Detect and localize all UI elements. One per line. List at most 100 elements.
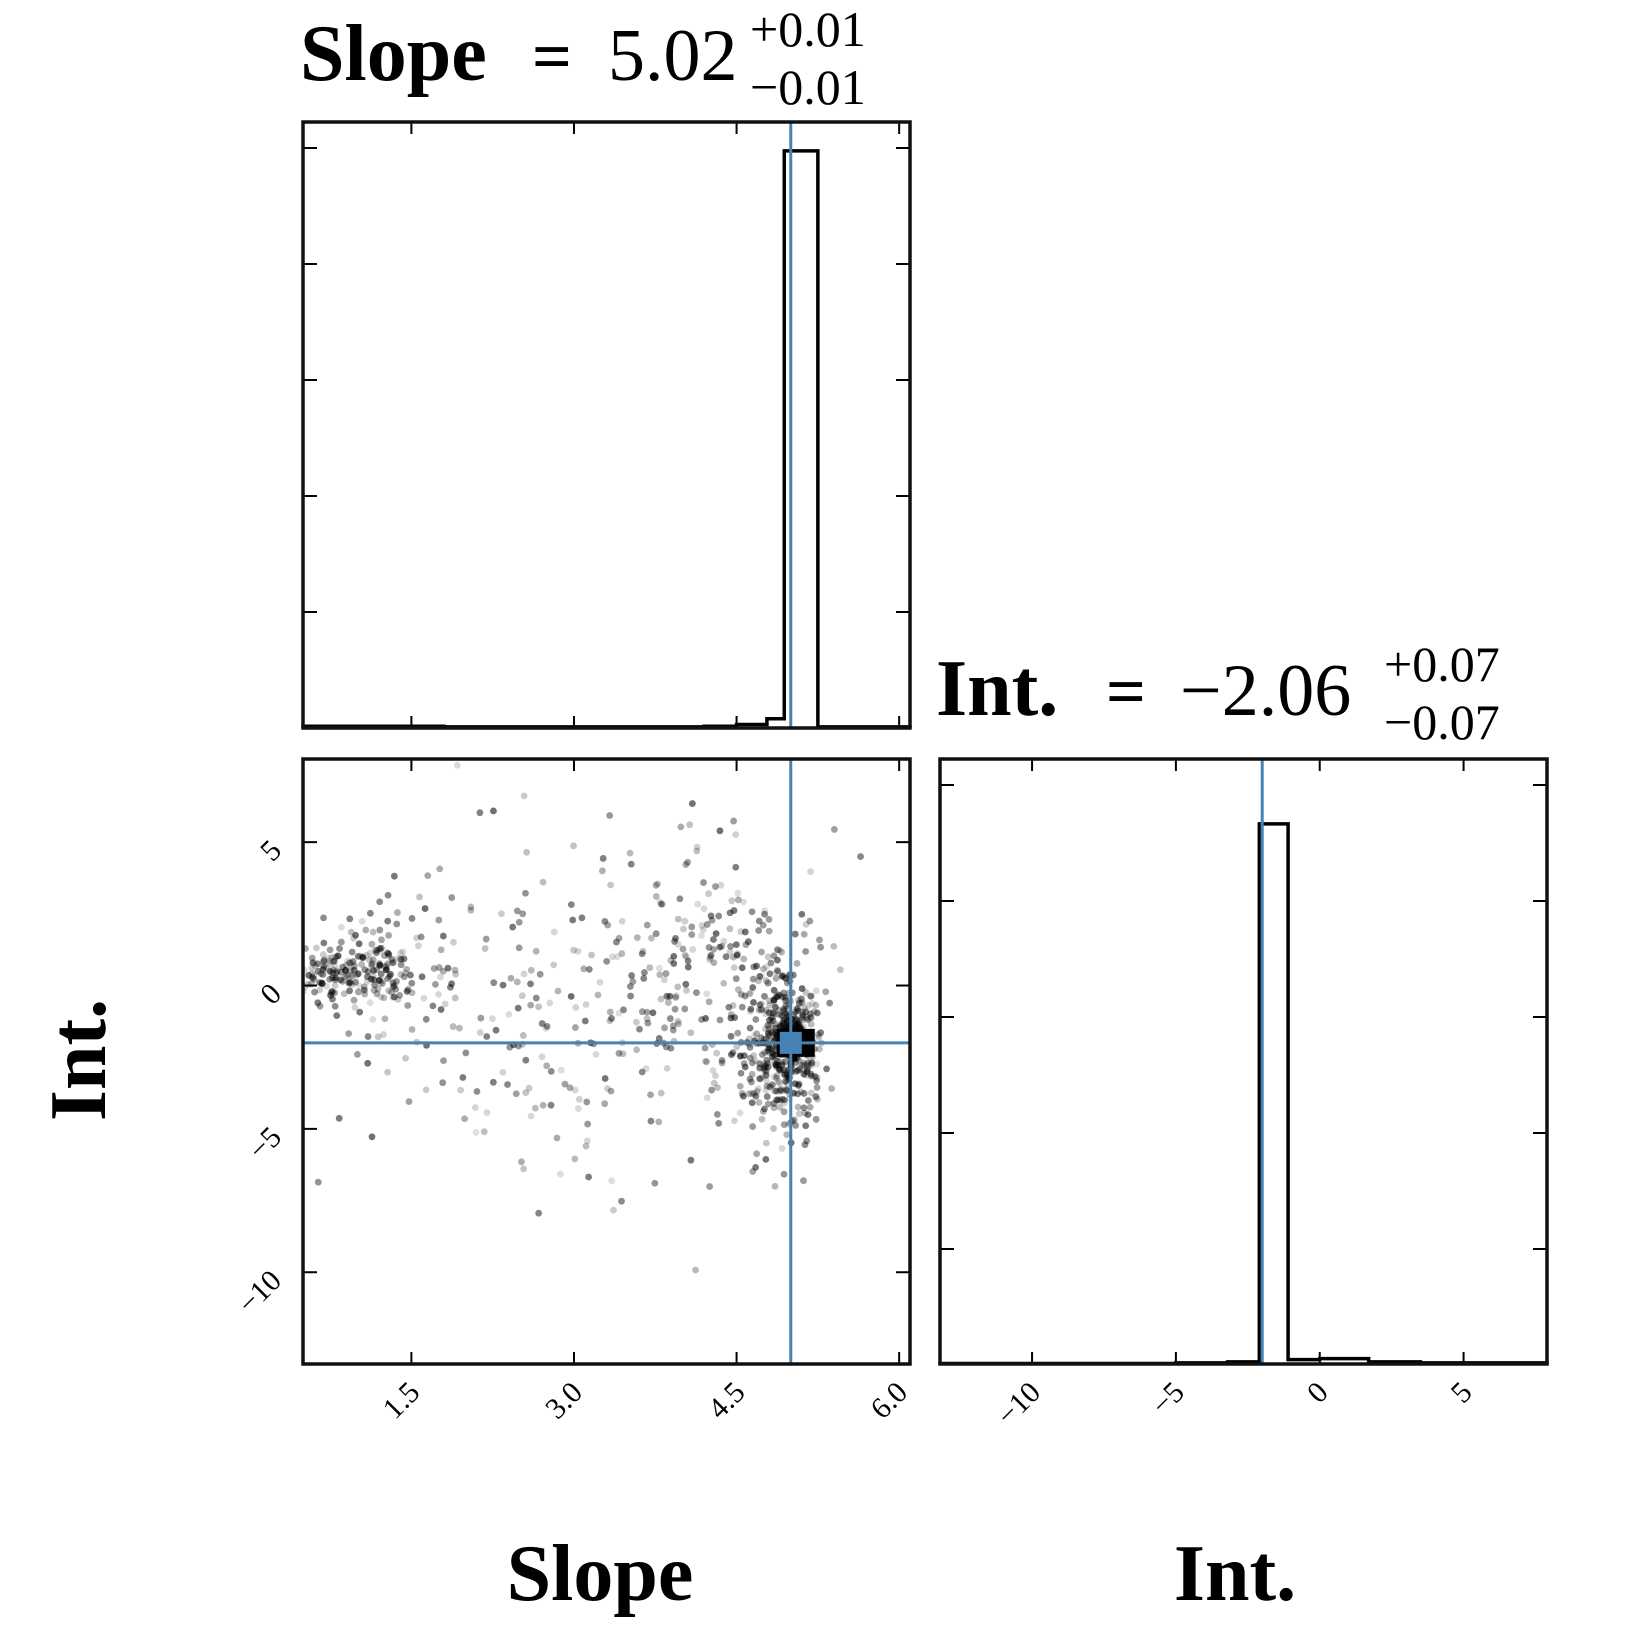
scatter-point — [347, 979, 354, 987]
scatter-point — [519, 910, 527, 918]
scatter-point — [700, 879, 707, 886]
int-title-plus: +0.07 — [1384, 636, 1500, 692]
scatter-point — [638, 1068, 646, 1076]
scatter-point — [780, 1108, 788, 1116]
scatter-point — [477, 1014, 485, 1022]
scatter-point — [710, 1079, 718, 1087]
scatter-point — [682, 953, 690, 961]
scatter-point — [764, 1021, 772, 1029]
scatter-point — [375, 962, 383, 970]
scatter-point — [792, 1021, 800, 1029]
scatter-point — [348, 963, 356, 971]
scatter-point — [715, 912, 723, 920]
scatter-point — [783, 1068, 791, 1076]
scatter-point — [807, 1010, 815, 1018]
scatter-point — [733, 1043, 741, 1051]
scatter-point — [647, 1117, 655, 1125]
scatter-point — [803, 1013, 810, 1021]
scatter-point — [772, 1061, 780, 1069]
scatter-point — [761, 992, 768, 1000]
scatter-point — [772, 1010, 780, 1018]
scatter-point — [418, 973, 426, 981]
scatter-point — [800, 930, 808, 938]
scatter-point — [490, 979, 498, 987]
scatter-point — [798, 910, 806, 918]
scatter-point — [290, 948, 297, 955]
slope-int-scatter-panel: 1.5 3.0 4.5 6.0 5 0 −5 −10 — [231, 757, 914, 1426]
scatter-point — [781, 1069, 789, 1077]
scatter-point — [435, 964, 443, 971]
scatter-point — [319, 971, 327, 978]
int-hist-xtick-label: −5 — [1145, 1376, 1191, 1422]
scatter-point — [489, 1078, 497, 1086]
scatter-point — [607, 881, 615, 889]
scatter-point — [776, 1080, 783, 1087]
scatter-point — [404, 986, 412, 993]
scatter-point — [667, 1044, 675, 1052]
scatter-point — [772, 1003, 779, 1011]
scatter-point — [397, 949, 405, 957]
scatter-point — [294, 964, 301, 971]
int-hist-xtick-label: 5 — [1445, 1376, 1479, 1410]
scatter-point — [775, 1078, 782, 1085]
scatter-point — [376, 898, 384, 906]
scatter-point — [681, 917, 689, 925]
scatter-point — [336, 945, 343, 953]
scatter-point — [806, 1103, 814, 1111]
scatter-point — [761, 907, 769, 915]
scatter-point — [606, 1008, 614, 1016]
slope-hist-frame — [301, 120, 912, 730]
scatter-point — [798, 995, 805, 1003]
scatter-point — [761, 1062, 769, 1070]
scatter-point — [476, 809, 484, 817]
scatter-point — [808, 999, 816, 1007]
scatter-point — [693, 989, 700, 997]
scatter-point — [674, 983, 682, 991]
joint-frame — [301, 757, 912, 1366]
scatter-point — [657, 900, 665, 908]
int-hist-frame — [938, 757, 1549, 1366]
x-axis-label-int: Int. — [1174, 1530, 1296, 1618]
joint-xtick-label: 4.5 — [702, 1376, 752, 1426]
scatter-point — [803, 1137, 811, 1145]
scatter-point — [692, 1266, 699, 1274]
scatter-point — [770, 1087, 778, 1095]
scatter-point — [390, 983, 397, 990]
scatter-point — [767, 1020, 775, 1028]
scatter-point — [417, 933, 425, 941]
scatter-point — [775, 1011, 783, 1019]
scatter-point — [332, 974, 339, 982]
scatter-point — [765, 1009, 773, 1017]
scatter-point — [388, 988, 395, 996]
scatter-point — [679, 945, 687, 953]
scatter-point — [782, 1078, 789, 1085]
scatter-point — [437, 1006, 445, 1013]
scatter-point — [371, 981, 378, 989]
scatter-point — [799, 1011, 807, 1019]
scatter-point — [736, 1109, 744, 1117]
scatter-point — [337, 923, 345, 931]
scatter-point — [758, 948, 765, 956]
scatter-point — [585, 1173, 593, 1181]
scatter-point — [489, 1015, 496, 1023]
scatter-point — [808, 1072, 815, 1080]
scatter-point — [628, 972, 636, 979]
scatter-point — [619, 1050, 627, 1058]
scatter-point — [812, 1001, 820, 1009]
scatter-point — [351, 962, 358, 970]
scatter-point — [366, 909, 374, 917]
scatter-point — [760, 1060, 768, 1068]
scatter-point — [271, 1054, 278, 1061]
scatter-point — [518, 1158, 525, 1166]
scatter-point — [748, 1078, 755, 1086]
scatter-point — [672, 934, 679, 942]
scatter-point — [651, 1179, 659, 1187]
scatter-point — [358, 917, 366, 925]
scatter-point — [730, 953, 737, 961]
scatter-point — [377, 945, 384, 952]
scatter-point — [532, 947, 540, 955]
scatter-point — [519, 1032, 527, 1039]
scatter-point — [656, 964, 663, 972]
scatter-point — [662, 1043, 670, 1051]
scatter-point — [800, 1070, 808, 1078]
